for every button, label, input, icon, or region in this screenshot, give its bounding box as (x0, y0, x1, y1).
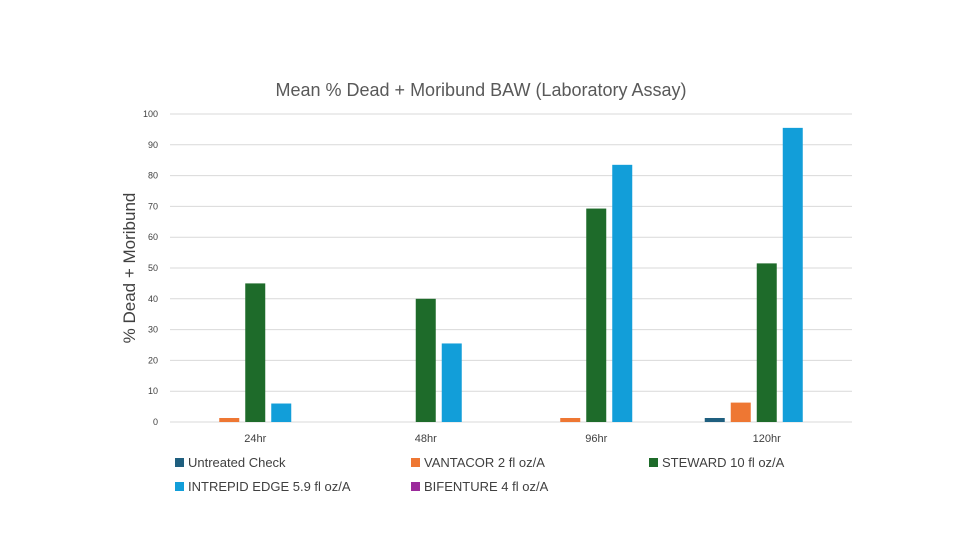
bar (612, 164, 633, 422)
y-axis-ticks: 0 10 20 30 40 50 60 70 80 90 100 (143, 109, 158, 427)
bars (219, 127, 803, 423)
y-tick-label: 90 (148, 140, 158, 150)
y-tick-label: 100 (143, 109, 158, 119)
legend-swatch (175, 482, 184, 491)
legend-label: VANTACOR 2 fl oz/A (424, 455, 545, 470)
chart-title: Mean % Dead + Moribund BAW (Laboratory A… (275, 80, 686, 100)
bar (441, 343, 462, 422)
legend-label: INTREPID EDGE 5.9 fl oz/A (188, 479, 351, 494)
y-axis-label: % Dead + Moribund (120, 193, 139, 344)
bar (219, 417, 240, 422)
bar (730, 402, 751, 422)
bar (271, 403, 292, 422)
y-tick-label: 80 (148, 171, 158, 181)
bar (245, 283, 266, 422)
y-tick-label: 70 (148, 201, 158, 211)
y-tick-label: 0 (153, 417, 158, 427)
gridlines (170, 113, 852, 423)
legend-label: BIFENTURE 4 fl oz/A (424, 479, 549, 494)
y-tick-label: 30 (148, 325, 158, 335)
legend-label: STEWARD 10 fl oz/A (662, 455, 785, 470)
bar (415, 298, 436, 422)
x-tick-label: 24hr (244, 433, 266, 445)
legend-swatch (411, 458, 420, 467)
bar (756, 263, 777, 422)
bar (586, 208, 607, 422)
legend: Untreated Check VANTACOR 2 fl oz/A STEWARD… (175, 455, 785, 494)
x-tick-label: 48hr (415, 433, 437, 445)
legend-swatch (175, 458, 184, 467)
y-tick-label: 50 (148, 263, 158, 273)
legend-swatch (649, 458, 658, 467)
y-tick-label: 40 (148, 294, 158, 304)
bar (560, 417, 581, 422)
x-tick-label: 120hr (753, 433, 781, 445)
y-tick-label: 20 (148, 355, 158, 365)
y-tick-label: 60 (148, 232, 158, 242)
x-axis-ticks: 24hr 48hr 96hr 120hr (244, 433, 781, 445)
y-tick-label: 10 (148, 386, 158, 396)
legend-label: Untreated Check (188, 455, 286, 470)
legend-swatch (411, 482, 420, 491)
bar (704, 417, 725, 422)
bar (782, 127, 803, 423)
x-tick-label: 96hr (585, 433, 607, 445)
